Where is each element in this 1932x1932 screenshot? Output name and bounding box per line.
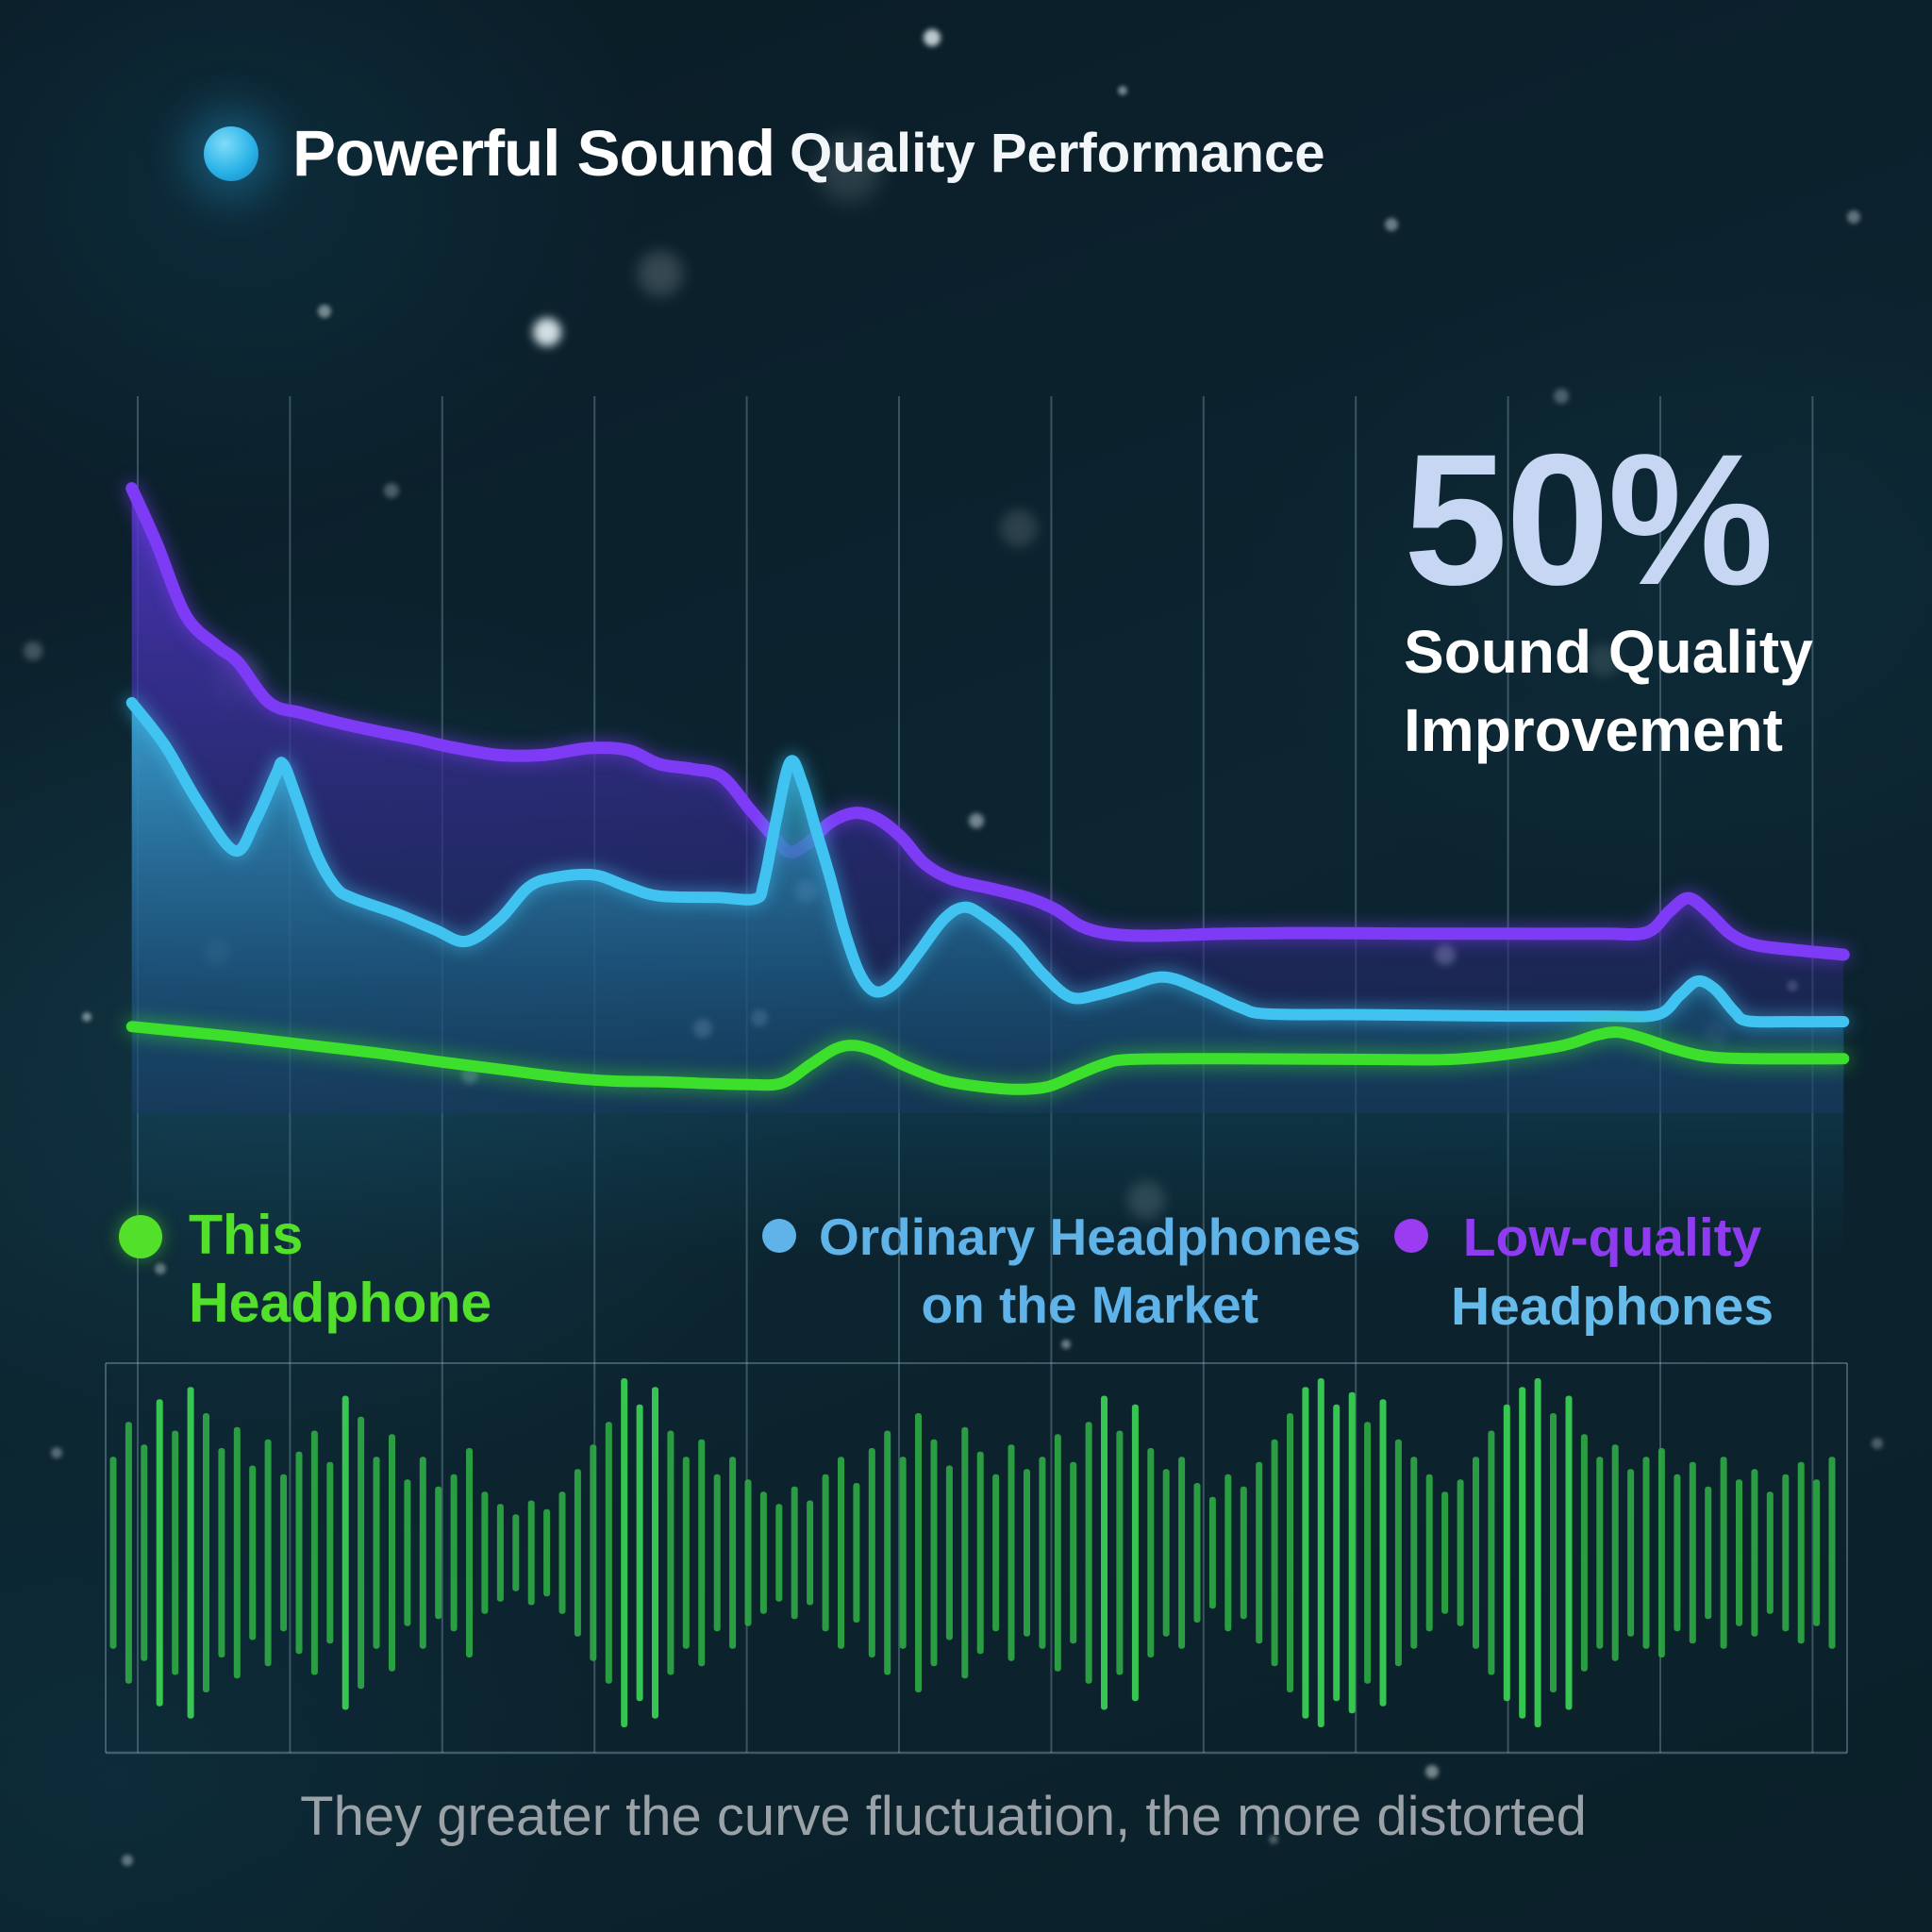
stat-value: 50% xyxy=(1404,415,1774,624)
legend-label-line1: Low-quality xyxy=(1462,1208,1762,1268)
blue-dot-icon xyxy=(762,1219,796,1253)
caption-text: They greater the curve fluctuation, the … xyxy=(300,1786,1587,1847)
curve-areas xyxy=(125,482,1850,1264)
audio-waveform xyxy=(109,1378,1836,1727)
green-dot-icon xyxy=(119,1215,162,1258)
glowing-dot-icon xyxy=(204,125,258,181)
stat-label-line2: Improvement xyxy=(1404,696,1783,765)
stat-block: 50% Sound Quality Improvement xyxy=(1404,426,1838,770)
legend-label-line2: on the Market xyxy=(921,1274,1259,1334)
legend-label: This Headphone xyxy=(189,1202,491,1338)
legend-item-ordinary-headphones: Ordinary Headphones on the Market xyxy=(762,1204,1361,1339)
panel-borders xyxy=(105,1362,1848,1755)
legend-label: Ordinary Headphones on the Market xyxy=(819,1204,1361,1339)
legend-item-this-headphone: This Headphone xyxy=(119,1202,491,1338)
header: Powerful Sound Quality Performance xyxy=(204,121,1324,186)
legend-label-line2: Headphones xyxy=(1451,1275,1774,1337)
curve-lines xyxy=(125,1021,1850,1095)
page-title: Powerful Sound xyxy=(292,117,775,190)
purple-dot-icon xyxy=(1394,1219,1428,1253)
stat-label-line1: Sound Quality xyxy=(1404,618,1813,686)
legend-label: Low-quality Headphones xyxy=(1451,1204,1774,1341)
page-subtitle: Quality Performance xyxy=(790,122,1325,184)
legend-item-low-quality-headphones: Low-quality Headphones xyxy=(1394,1204,1774,1341)
legend-label-line1: Ordinary Headphones xyxy=(819,1208,1361,1266)
legend-label-line1: This xyxy=(189,1204,304,1266)
legend-label-line2: Headphone xyxy=(189,1271,492,1334)
